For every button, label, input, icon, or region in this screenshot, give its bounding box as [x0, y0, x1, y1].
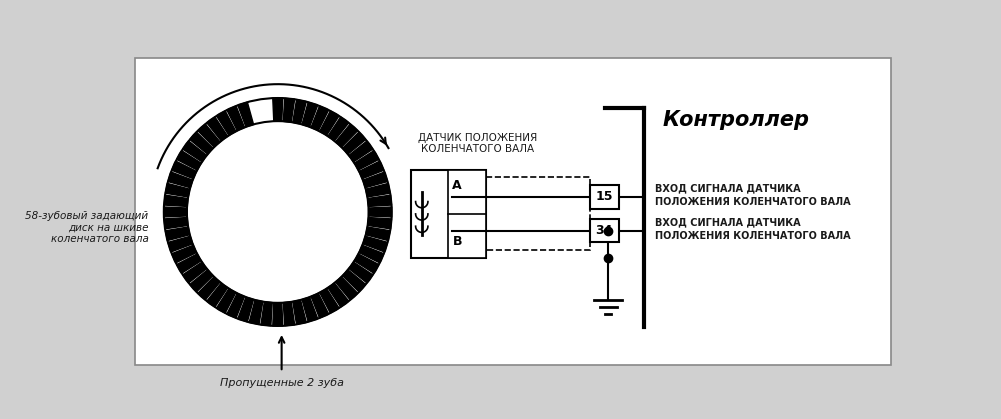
Polygon shape [227, 106, 244, 131]
Polygon shape [272, 98, 283, 121]
Text: 15: 15 [596, 191, 613, 204]
Polygon shape [165, 227, 190, 241]
Polygon shape [368, 207, 391, 217]
Polygon shape [365, 184, 390, 197]
Polygon shape [328, 283, 348, 307]
Circle shape [187, 121, 368, 303]
Polygon shape [359, 161, 383, 179]
Polygon shape [261, 302, 272, 326]
Polygon shape [328, 117, 348, 141]
Polygon shape [359, 245, 383, 263]
Polygon shape [164, 195, 188, 207]
Text: Пропущенные 2 зуба: Пропущенные 2 зуба [219, 378, 343, 388]
Polygon shape [272, 303, 283, 326]
Polygon shape [367, 217, 391, 229]
Polygon shape [319, 289, 339, 313]
Polygon shape [342, 270, 365, 292]
Polygon shape [216, 289, 236, 313]
Polygon shape [164, 207, 187, 217]
Text: 34: 34 [596, 224, 613, 237]
Polygon shape [349, 262, 372, 283]
Polygon shape [302, 297, 317, 322]
Polygon shape [354, 254, 379, 273]
Polygon shape [238, 297, 253, 322]
Polygon shape [190, 270, 213, 292]
Bar [411, 170, 485, 258]
Polygon shape [311, 293, 328, 318]
Text: В: В [452, 235, 461, 248]
Polygon shape [198, 124, 220, 147]
Polygon shape [335, 124, 357, 147]
Polygon shape [354, 151, 379, 170]
Text: ВХОД СИГНАЛА ДАТЧИКА
ПОЛОЖЕНИЯ КОЛЕНЧАТОГО ВАЛА: ВХОД СИГНАЛА ДАТЧИКА ПОЛОЖЕНИЯ КОЛЕНЧАТО… [655, 218, 851, 241]
Polygon shape [342, 132, 365, 154]
Polygon shape [238, 102, 253, 127]
Polygon shape [176, 151, 201, 170]
Bar [485, 177, 590, 251]
Polygon shape [183, 262, 206, 283]
Polygon shape [365, 227, 390, 241]
Polygon shape [363, 236, 387, 252]
Polygon shape [172, 245, 196, 263]
Polygon shape [349, 141, 372, 162]
Text: 58-зубовый задающий
диск на шкиве
коленчатого вала: 58-зубовый задающий диск на шкиве коленч… [25, 211, 148, 244]
Polygon shape [319, 111, 339, 135]
Polygon shape [207, 117, 227, 141]
Polygon shape [183, 141, 206, 162]
Polygon shape [164, 217, 188, 229]
Text: А: А [452, 178, 462, 191]
Bar [590, 219, 619, 243]
Polygon shape [216, 111, 236, 135]
Polygon shape [302, 102, 317, 127]
Polygon shape [292, 100, 306, 124]
Polygon shape [311, 106, 328, 131]
Polygon shape [207, 283, 227, 307]
Polygon shape [363, 172, 387, 188]
Polygon shape [367, 195, 391, 207]
Bar [590, 186, 619, 209]
Polygon shape [165, 184, 190, 197]
Bar [448, 170, 485, 258]
Polygon shape [176, 254, 201, 273]
Polygon shape [283, 302, 294, 326]
Polygon shape [190, 132, 213, 154]
Text: ДАТЧИК ПОЛОЖЕНИЯ
КОЛЕНЧАТОГО ВАЛА: ДАТЧИК ПОЛОЖЕНИЯ КОЛЕНЧАТОГО ВАЛА [418, 132, 538, 154]
Polygon shape [227, 293, 244, 318]
Polygon shape [168, 172, 192, 188]
Polygon shape [198, 277, 220, 300]
Polygon shape [168, 236, 192, 252]
Polygon shape [335, 277, 357, 300]
Polygon shape [283, 98, 294, 122]
Text: Контроллер: Контроллер [663, 110, 810, 129]
Text: ВХОД СИГНАЛА ДАТЧИКА
ПОЛОЖЕНИЯ КОЛЕНЧАТОГО ВАЛА: ВХОД СИГНАЛА ДАТЧИКА ПОЛОЖЕНИЯ КОЛЕНЧАТО… [655, 184, 851, 207]
Polygon shape [172, 161, 196, 179]
Polygon shape [249, 300, 263, 324]
Polygon shape [292, 300, 306, 324]
